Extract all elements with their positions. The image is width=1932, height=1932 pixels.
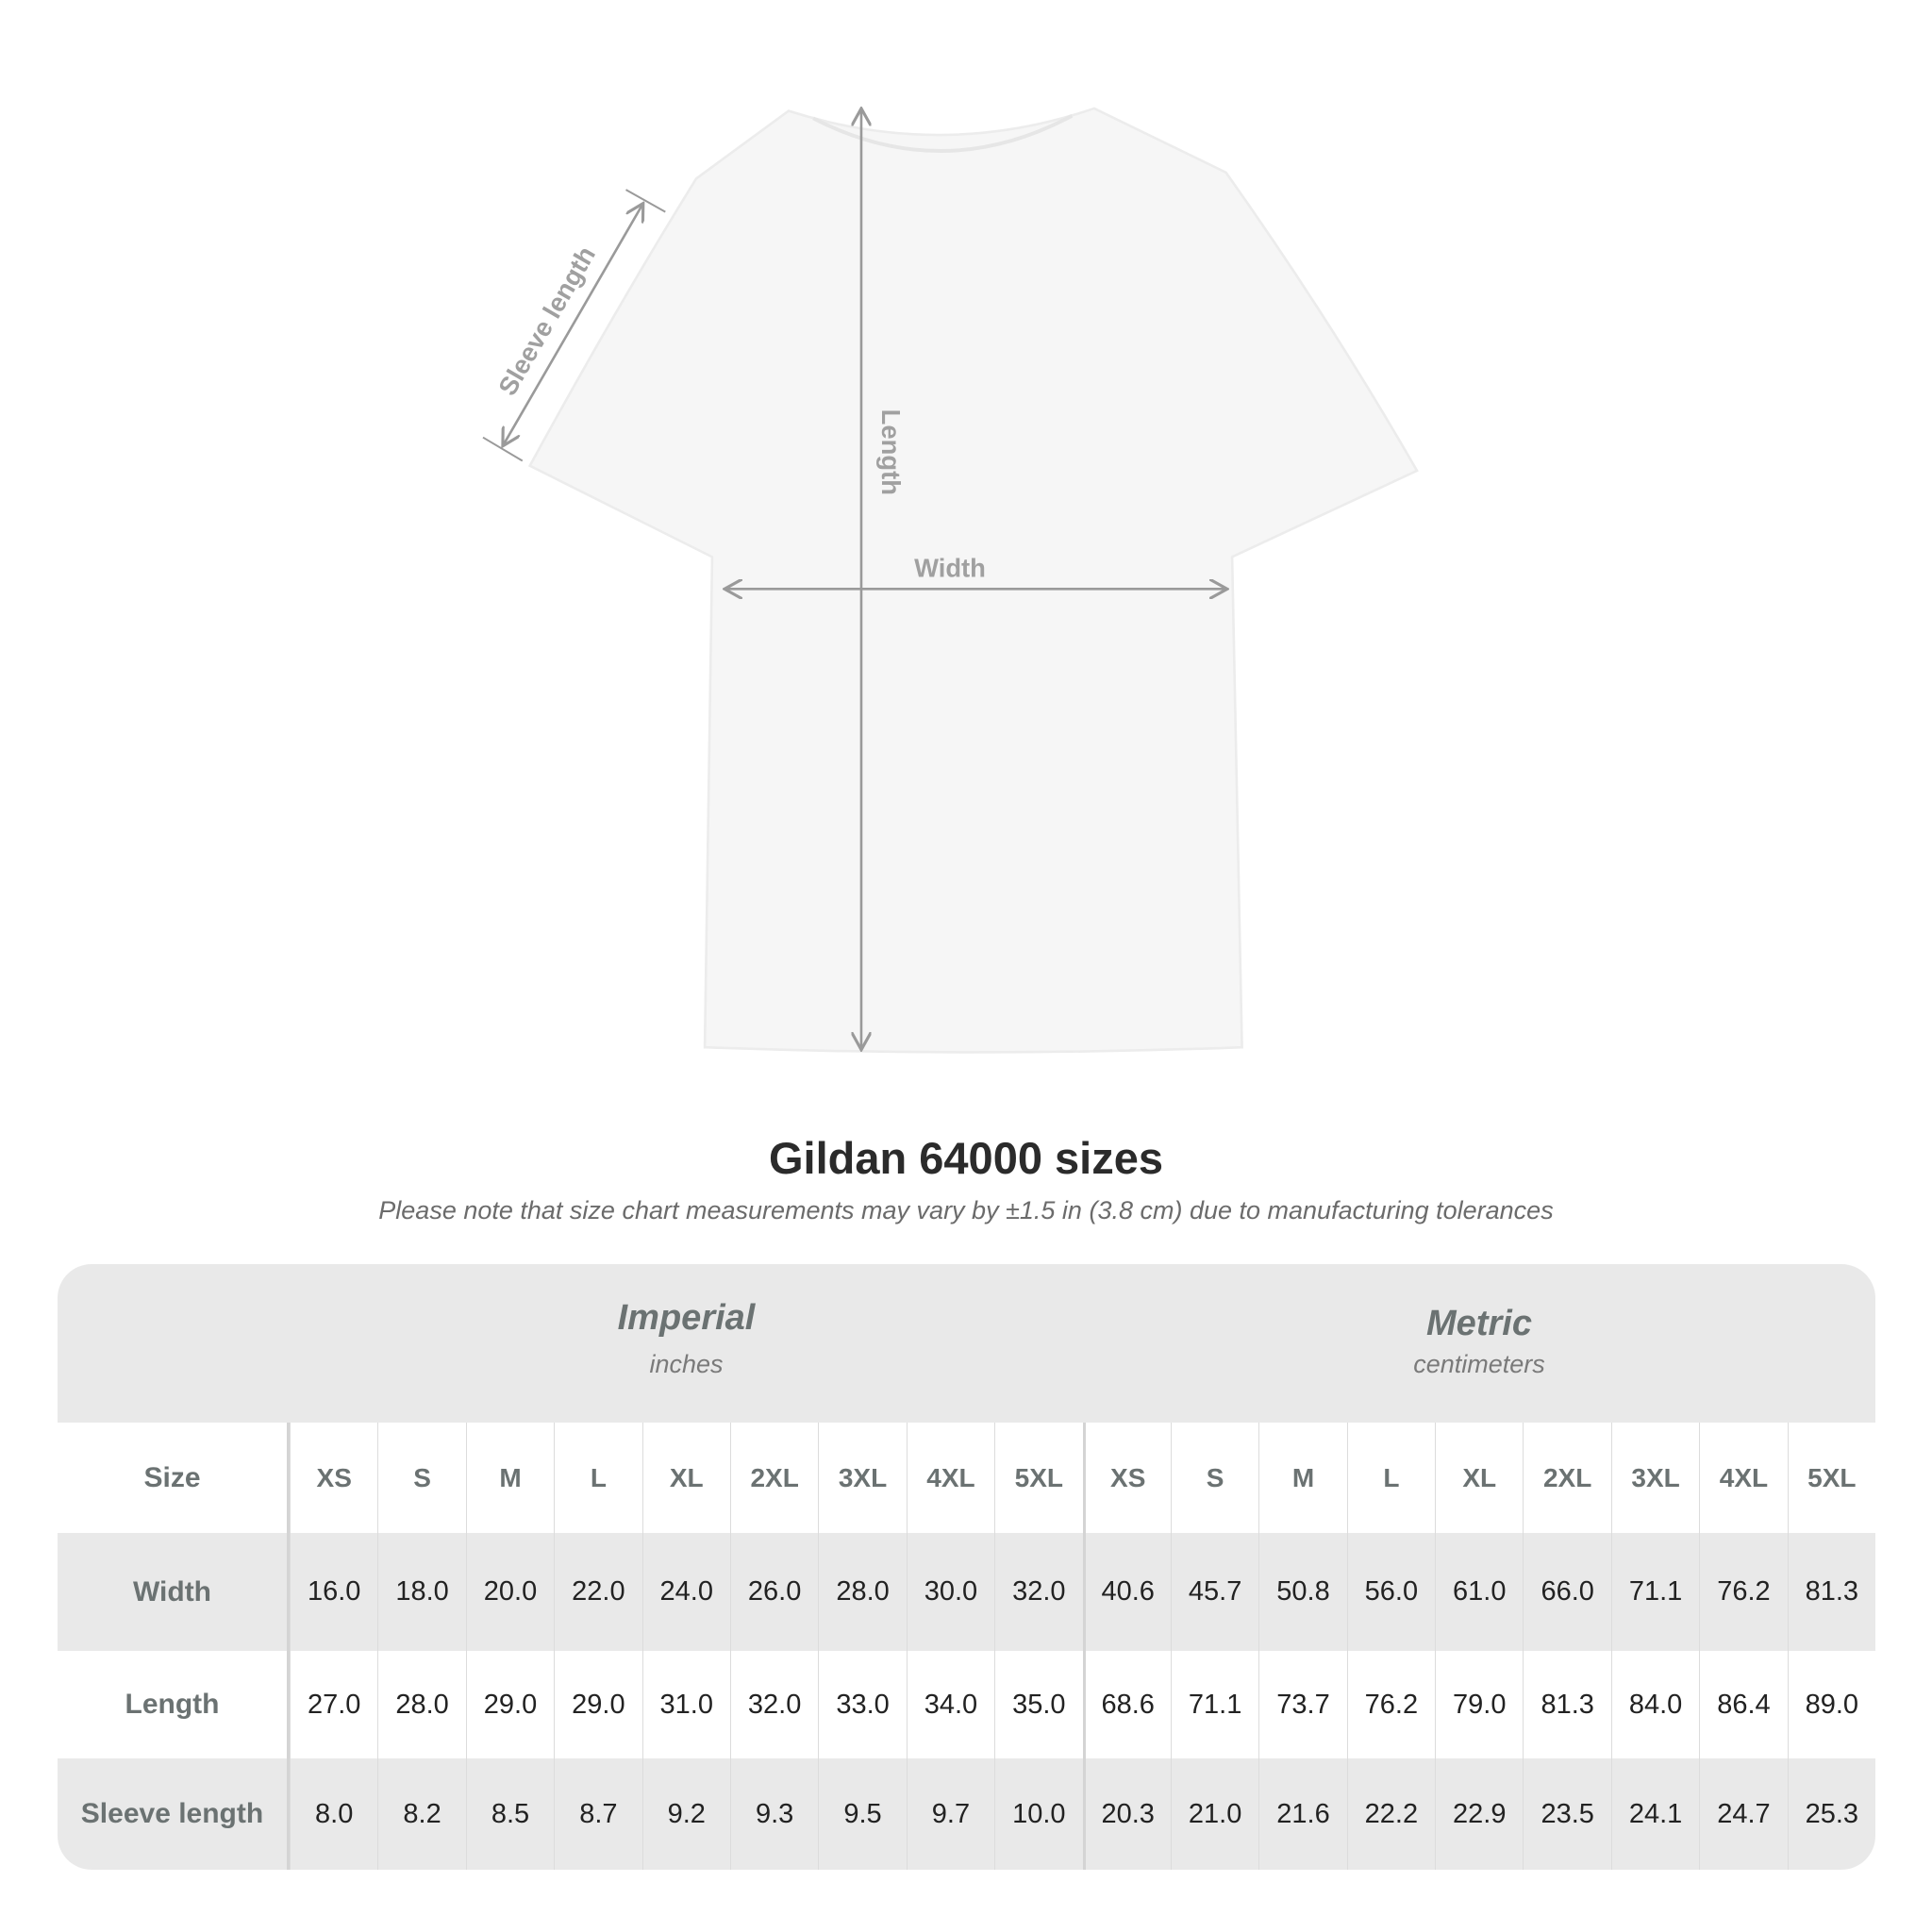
page-title: Gildan 64000 sizes [768,1133,1164,1183]
size-header-xs: XS [290,1423,377,1533]
table-cell: 76.2 [1699,1533,1787,1651]
size-header-4xl: 4XL [1699,1423,1787,1533]
table-cell: 61.0 [1435,1533,1523,1651]
size-header-l: L [554,1423,641,1533]
size-row: Size XS S M L XL 2XL 3XL 4XL 5XL XS S M L XL 2XL 3XL 4XL 5… [58,1423,1875,1533]
table-cell: 73.7 [1258,1651,1346,1758]
table-cell: 79.0 [1435,1651,1523,1758]
table-cell: 27.0 [290,1651,377,1758]
metric-label: Metric [1426,1304,1532,1343]
table-cell: 9.5 [818,1758,906,1870]
size-header-5xl: 5XL [1787,1423,1875,1533]
table-cell: 56.0 [1346,1533,1435,1651]
table-cell: 71.1 [1610,1533,1699,1651]
table-cell: 34.0 [906,1651,994,1758]
table-row-length: Length 27.0 28.0 29.0 29.0 31.0 32.0 33.0 34.0 35… [58,1651,1875,1758]
table-cell: 35.0 [994,1651,1082,1758]
table-row-sleeve-length: Sleeve length 8.0 8.2 8.5 8.7 9.2 9.3 9.5 9.7 10.… [58,1758,1875,1870]
table-cell: 22.0 [554,1533,641,1651]
size-header-3xl: 3XL [818,1423,906,1533]
table-cell: 22.2 [1346,1758,1435,1870]
sleeve-arrow [503,204,643,446]
table-cell: 68.6 [1082,1651,1171,1758]
table-cell: 21.0 [1170,1758,1258,1870]
table-cell: 31.0 [641,1651,730,1758]
table-cell: 16.0 [290,1533,377,1651]
table-cell: 45.7 [1170,1533,1258,1651]
width-label: Width [914,553,986,582]
table-cell: 25.3 [1787,1758,1875,1870]
row-label: Width [58,1533,290,1651]
table-cell: 20.3 [1082,1758,1171,1870]
table-cell: 89.0 [1787,1651,1875,1758]
size-header-l: L [1346,1423,1435,1533]
table-cell: 76.2 [1346,1651,1435,1758]
table-cell: 22.9 [1435,1758,1523,1870]
size-header-label: Size [58,1423,290,1533]
table-cell: 32.0 [994,1533,1082,1651]
size-header-4xl: 4XL [906,1423,994,1533]
table-cell: 21.6 [1258,1758,1346,1870]
table-cell: 9.2 [641,1758,730,1870]
size-header-2xl: 2XL [1523,1423,1610,1533]
table-cell: 20.0 [465,1533,554,1651]
table-cell: 50.8 [1258,1533,1346,1651]
metric-header: Metric centimeters [1083,1264,1875,1423]
imperial-unit: inches [649,1350,724,1378]
size-header-s: S [377,1423,465,1533]
size-header-5xl: 5XL [994,1423,1082,1533]
table-cell: 8.2 [377,1758,465,1870]
table-cell: 8.5 [465,1758,554,1870]
table-cell: 9.3 [729,1758,818,1870]
table-cell: 81.3 [1523,1651,1610,1758]
table-cell: 8.0 [290,1758,377,1870]
size-header-3xl: 3XL [1610,1423,1699,1533]
table-cell: 29.0 [465,1651,554,1758]
table-cell: 84.0 [1610,1651,1699,1758]
table-cell: 23.5 [1523,1758,1610,1870]
size-header-m: M [465,1423,554,1533]
table-cell: 32.0 [729,1651,818,1758]
table-cell: 40.6 [1082,1533,1171,1651]
size-header-xs: XS [1082,1423,1171,1533]
size-table: Imperial inches Metric centimeters Size X… [58,1264,1875,1870]
table-cell: 28.0 [818,1533,906,1651]
table-cell: 71.1 [1170,1651,1258,1758]
size-header-m: M [1258,1423,1346,1533]
table-cell: 8.7 [554,1758,641,1870]
table-cell: 81.3 [1787,1533,1875,1651]
table-cell: 9.7 [906,1758,994,1870]
table-cell: 24.0 [641,1533,730,1651]
table-cell: 24.1 [1610,1758,1699,1870]
table-cell: 28.0 [377,1651,465,1758]
table-cell: 30.0 [906,1533,994,1651]
table-cell: 10.0 [994,1758,1082,1870]
table-cell: 29.0 [554,1651,641,1758]
size-header-xl: XL [1435,1423,1523,1533]
size-header-xl: XL [641,1423,730,1533]
tshirt-collar [812,114,1074,153]
length-label: Length [876,409,906,495]
row-label: Length [58,1651,290,1758]
table-cell: 26.0 [729,1533,818,1651]
size-header-2xl: 2XL [729,1423,818,1533]
table-cell: 24.7 [1699,1758,1787,1870]
row-label: Sleeve length [58,1758,290,1870]
table-cell: 18.0 [377,1533,465,1651]
table-cell: 33.0 [818,1651,906,1758]
size-header-s: S [1170,1423,1258,1533]
imperial-header: Imperial inches [290,1264,1083,1423]
table-row-width: Width 16.0 18.0 20.0 22.0 24.0 26.0 28.0 30.0 32.… [58,1533,1875,1651]
metric-unit: centimeters [1413,1350,1545,1378]
table-cell: 86.4 [1699,1651,1787,1758]
tolerance-note: Please note that size chart measurements… [378,1196,1554,1224]
table-cell: 66.0 [1523,1533,1610,1651]
imperial-label: Imperial [617,1298,756,1338]
